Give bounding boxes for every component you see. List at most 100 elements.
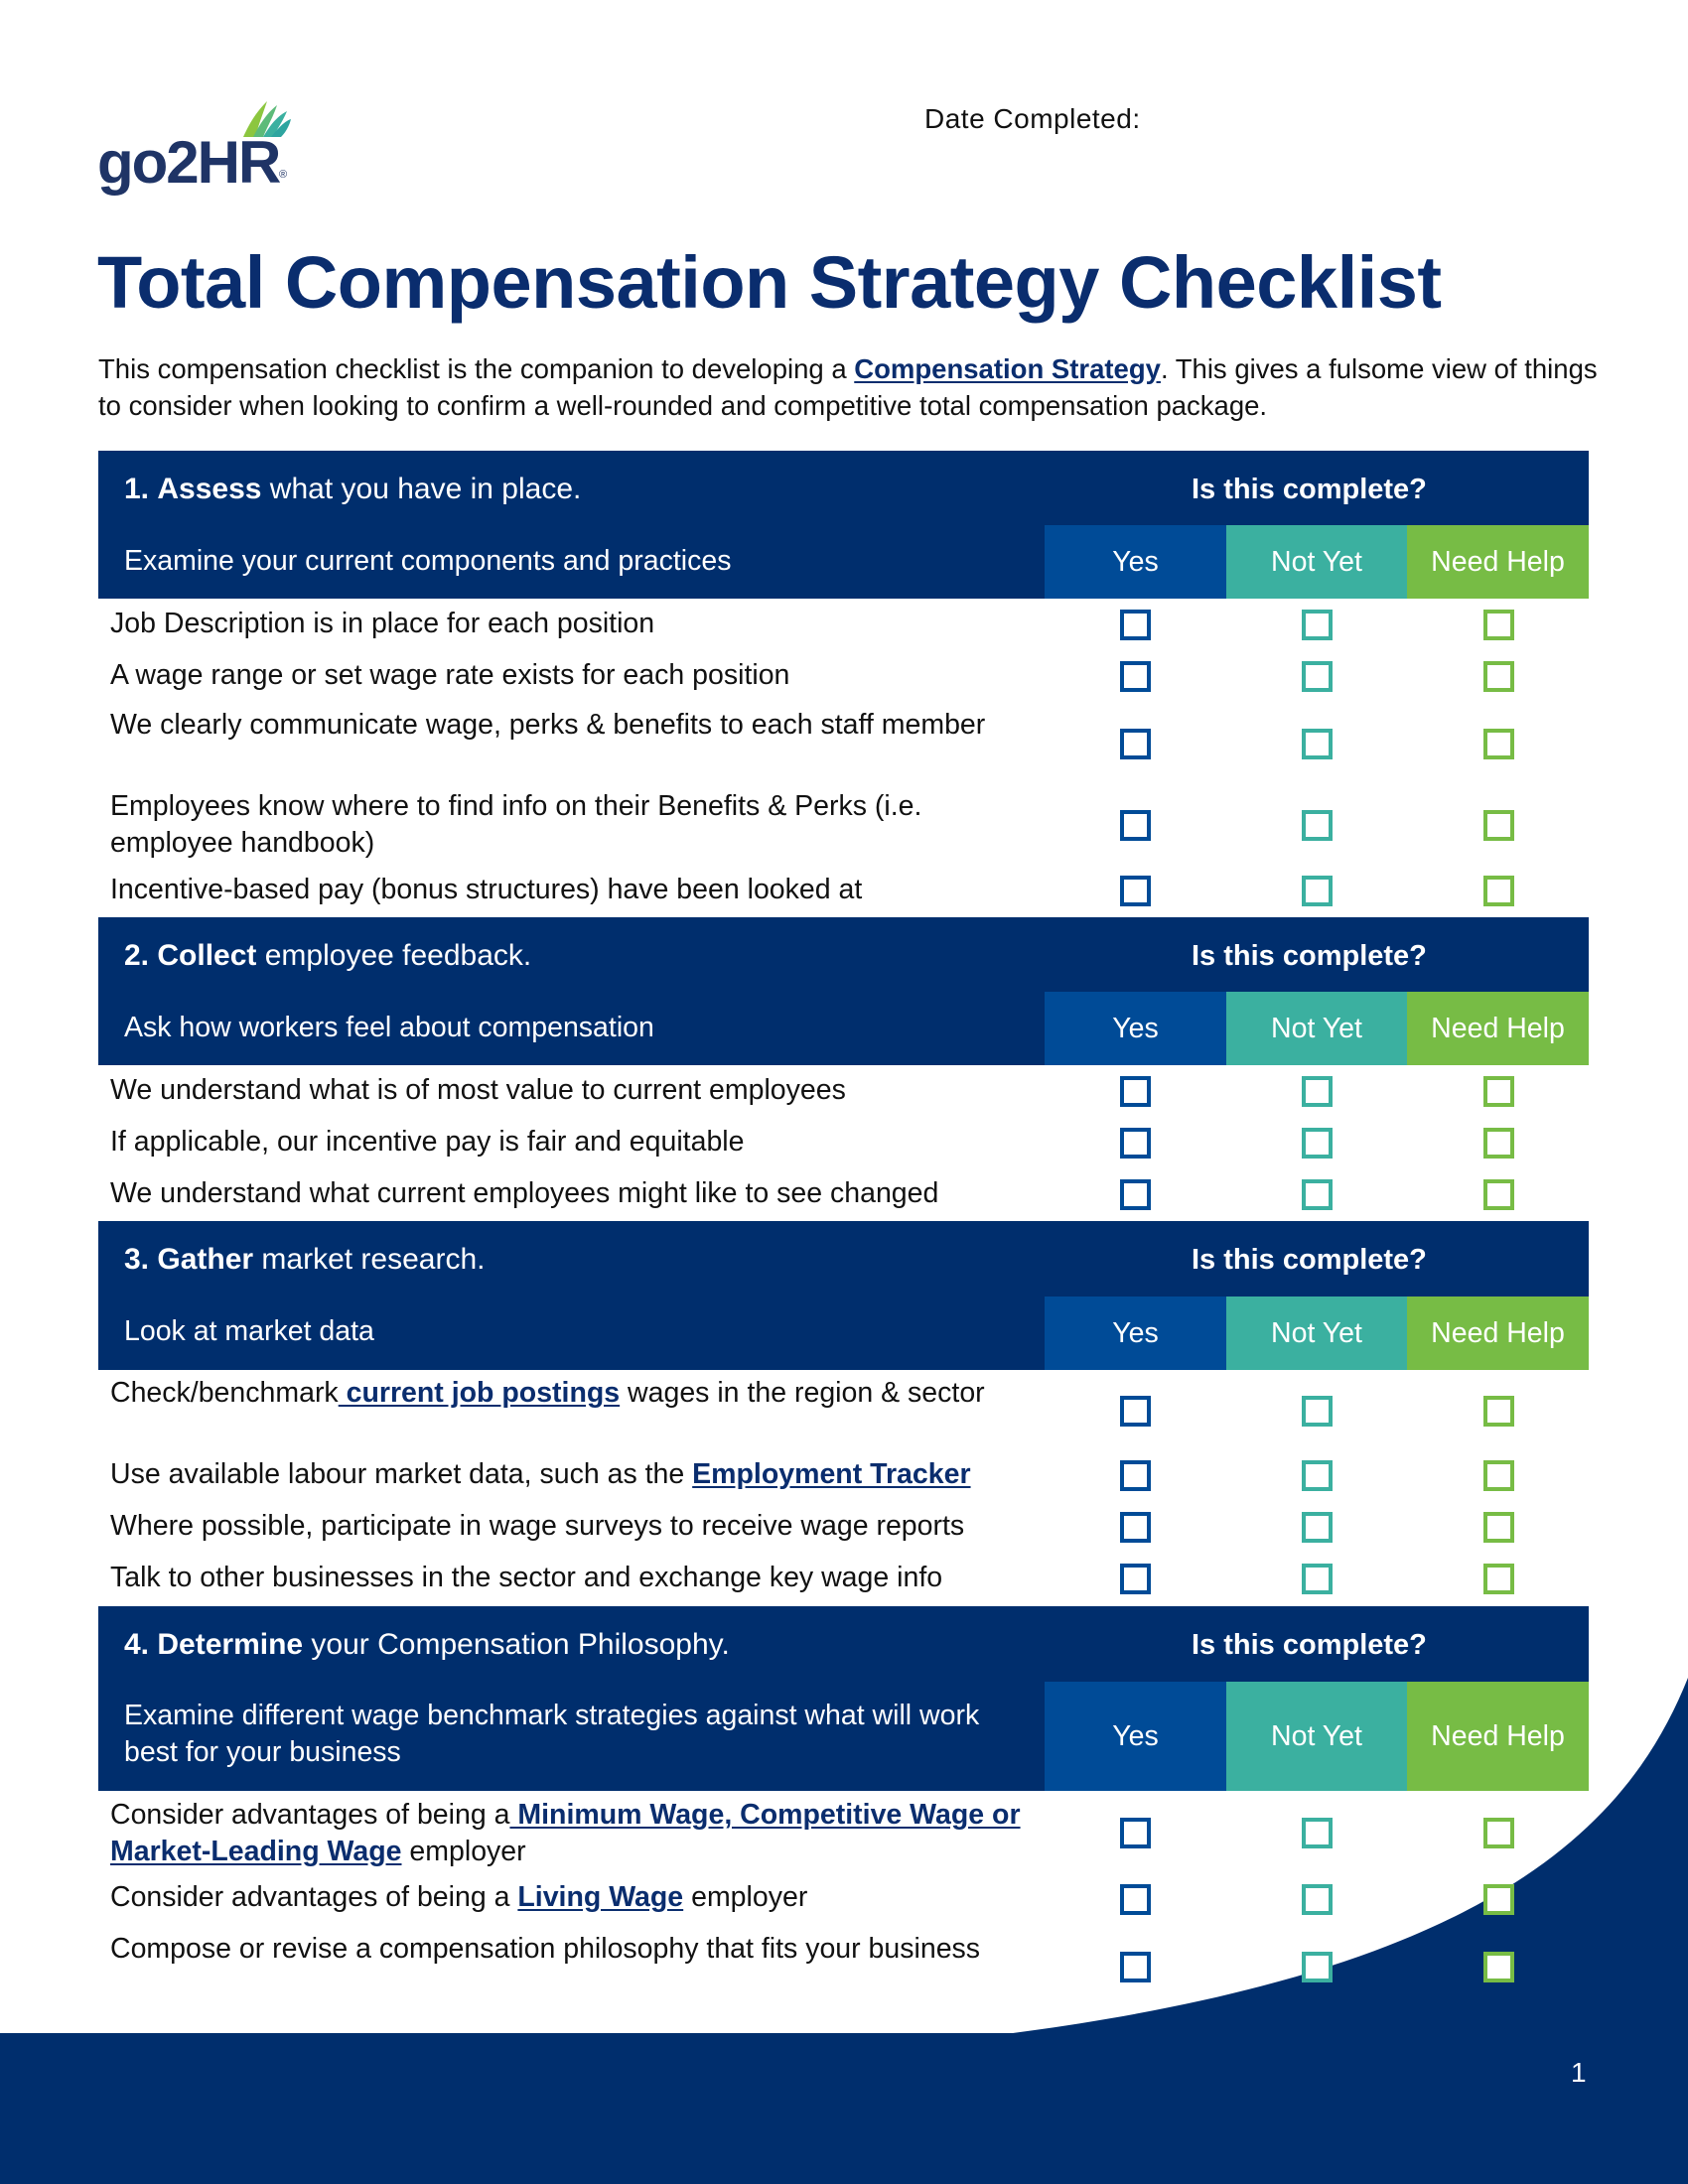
is-complete-label: Is this complete? — [1192, 474, 1427, 505]
intro-text-before: This compensation checklist is the compa… — [98, 353, 855, 384]
item-text: Compose or revise a compensation philoso… — [110, 1933, 981, 1965]
yes-checkbox[interactable] — [1120, 810, 1151, 841]
not-yet-checkbox[interactable] — [1302, 1952, 1333, 1982]
not-yet-checkbox[interactable] — [1302, 1818, 1333, 1848]
is-complete-label: Is this complete? — [1192, 1244, 1427, 1276]
section-1-header: 1. Assess what you have in place. Is thi… — [98, 451, 1589, 599]
item-text: Talk to other businesses in the sector a… — [110, 1562, 943, 1593]
need-help-checkbox[interactable] — [1483, 1076, 1514, 1107]
wage-types-link[interactable]: Minimum Wage, Competitive Wage or Market… — [110, 1799, 1021, 1867]
need-help-checkbox[interactable] — [1483, 1952, 1514, 1982]
item-text: We clearly communicate wage, perks & ben… — [110, 709, 986, 741]
item-text: We understand what current employees mig… — [110, 1177, 939, 1209]
page-number: 1 — [1571, 2057, 1587, 2088]
item-text: Use available labour market data, such a… — [110, 1458, 971, 1490]
column-not-yet: Not Yet — [1226, 1682, 1407, 1791]
item-text: We understand what is of most value to c… — [110, 1074, 846, 1106]
not-yet-checkbox[interactable] — [1302, 1460, 1333, 1491]
yes-checkbox[interactable] — [1120, 610, 1151, 640]
yes-checkbox[interactable] — [1120, 1512, 1151, 1543]
not-yet-checkbox[interactable] — [1302, 1512, 1333, 1543]
column-not-yet: Not Yet — [1226, 992, 1407, 1065]
checklist-row: Consider advantages of being a Living Wa… — [98, 1879, 1589, 1919]
need-help-checkbox[interactable] — [1483, 661, 1514, 692]
employment-tracker-link[interactable]: Employment Tracker — [692, 1458, 971, 1490]
item-text: Employees know where to find info on the… — [110, 790, 922, 859]
yes-checkbox[interactable] — [1120, 876, 1151, 906]
logo-wordmark: go2HR — [97, 129, 281, 196]
need-help-checkbox[interactable] — [1483, 1564, 1514, 1594]
yes-checkbox[interactable] — [1120, 1884, 1151, 1915]
need-help-checkbox[interactable] — [1483, 810, 1514, 841]
not-yet-checkbox[interactable] — [1302, 729, 1333, 759]
item-text: A wage range or set wage rate exists for… — [110, 659, 790, 691]
item-text: Check/benchmark current job postings wag… — [110, 1377, 985, 1409]
not-yet-checkbox[interactable] — [1302, 1564, 1333, 1594]
yes-checkbox[interactable] — [1120, 1179, 1151, 1210]
is-complete-label: Is this complete? — [1192, 940, 1427, 972]
column-need-help: Need Help — [1407, 1682, 1589, 1791]
item-text: Job Description is in place for each pos… — [110, 608, 655, 639]
section-4-title: 4. Determine your Compensation Philosoph… — [124, 1628, 730, 1661]
current-job-postings-link[interactable]: current job postings — [338, 1377, 621, 1409]
not-yet-checkbox[interactable] — [1302, 661, 1333, 692]
checklist-row: Talk to other businesses in the sector a… — [98, 1560, 1589, 1599]
column-need-help: Need Help — [1407, 1297, 1589, 1370]
yes-checkbox[interactable] — [1120, 729, 1151, 759]
checklist-row: If applicable, our incentive pay is fair… — [98, 1124, 1589, 1163]
section-2-title: 2. Collect employee feedback. — [124, 939, 532, 972]
registered-mark: ® — [279, 169, 288, 181]
need-help-checkbox[interactable] — [1483, 876, 1514, 906]
need-help-checkbox[interactable] — [1483, 729, 1514, 759]
need-help-checkbox[interactable] — [1483, 1884, 1514, 1915]
section-3-header: 3. Gather market research. Is this compl… — [98, 1221, 1589, 1370]
item-text: If applicable, our incentive pay is fair… — [110, 1126, 745, 1158]
need-help-checkbox[interactable] — [1483, 1818, 1514, 1848]
yes-checkbox[interactable] — [1120, 1564, 1151, 1594]
not-yet-checkbox[interactable] — [1302, 1128, 1333, 1159]
checklist-row: A wage range or set wage rate exists for… — [98, 657, 1589, 697]
checklist-row: Job Description is in place for each pos… — [98, 606, 1589, 645]
section-4-header: 4. Determine your Compensation Philosoph… — [98, 1606, 1589, 1791]
need-help-checkbox[interactable] — [1483, 1396, 1514, 1427]
checklist-row: Compose or revise a compensation philoso… — [98, 1931, 1589, 2006]
section-2-header: 2. Collect employee feedback. Is this co… — [98, 917, 1589, 1065]
need-help-checkbox[interactable] — [1483, 610, 1514, 640]
section-3-subheading: Look at market data — [124, 1315, 374, 1347]
not-yet-checkbox[interactable] — [1302, 1076, 1333, 1107]
yes-checkbox[interactable] — [1120, 1952, 1151, 1982]
column-yes: Yes — [1045, 1297, 1226, 1370]
yes-checkbox[interactable] — [1120, 1818, 1151, 1848]
not-yet-checkbox[interactable] — [1302, 876, 1333, 906]
go2hr-logo: go2HR ® — [97, 99, 296, 199]
yes-checkbox[interactable] — [1120, 1396, 1151, 1427]
need-help-checkbox[interactable] — [1483, 1512, 1514, 1543]
yes-checkbox[interactable] — [1120, 661, 1151, 692]
compensation-strategy-link[interactable]: Compensation Strategy — [854, 353, 1161, 384]
yes-checkbox[interactable] — [1120, 1076, 1151, 1107]
section-1-subheading: Examine your current components and prac… — [124, 545, 732, 577]
section-1-title: 1. Assess what you have in place. — [124, 473, 582, 505]
checklist-row: We understand what is of most value to c… — [98, 1072, 1589, 1112]
checklist-row: Check/benchmark current job postings wag… — [98, 1375, 1589, 1450]
yes-checkbox[interactable] — [1120, 1128, 1151, 1159]
section-2-subheading: Ask how workers feel about compensation — [124, 1012, 654, 1043]
column-not-yet: Not Yet — [1226, 1297, 1407, 1370]
living-wage-link[interactable]: Living Wage — [517, 1881, 684, 1913]
not-yet-checkbox[interactable] — [1302, 810, 1333, 841]
checklist-row: Employees know where to find info on the… — [98, 788, 1589, 864]
section-4-subheading: Examine different wage benchmark strateg… — [124, 1700, 980, 1768]
not-yet-checkbox[interactable] — [1302, 1179, 1333, 1210]
column-yes: Yes — [1045, 525, 1226, 599]
checklist-row: Where possible, participate in wage surv… — [98, 1508, 1589, 1548]
not-yet-checkbox[interactable] — [1302, 610, 1333, 640]
intro-paragraph: This compensation checklist is the compa… — [98, 350, 1608, 424]
need-help-checkbox[interactable] — [1483, 1179, 1514, 1210]
not-yet-checkbox[interactable] — [1302, 1884, 1333, 1915]
need-help-checkbox[interactable] — [1483, 1128, 1514, 1159]
not-yet-checkbox[interactable] — [1302, 1396, 1333, 1427]
column-not-yet: Not Yet — [1226, 525, 1407, 599]
yes-checkbox[interactable] — [1120, 1460, 1151, 1491]
leaf-flame-icon — [243, 101, 291, 137]
need-help-checkbox[interactable] — [1483, 1460, 1514, 1491]
